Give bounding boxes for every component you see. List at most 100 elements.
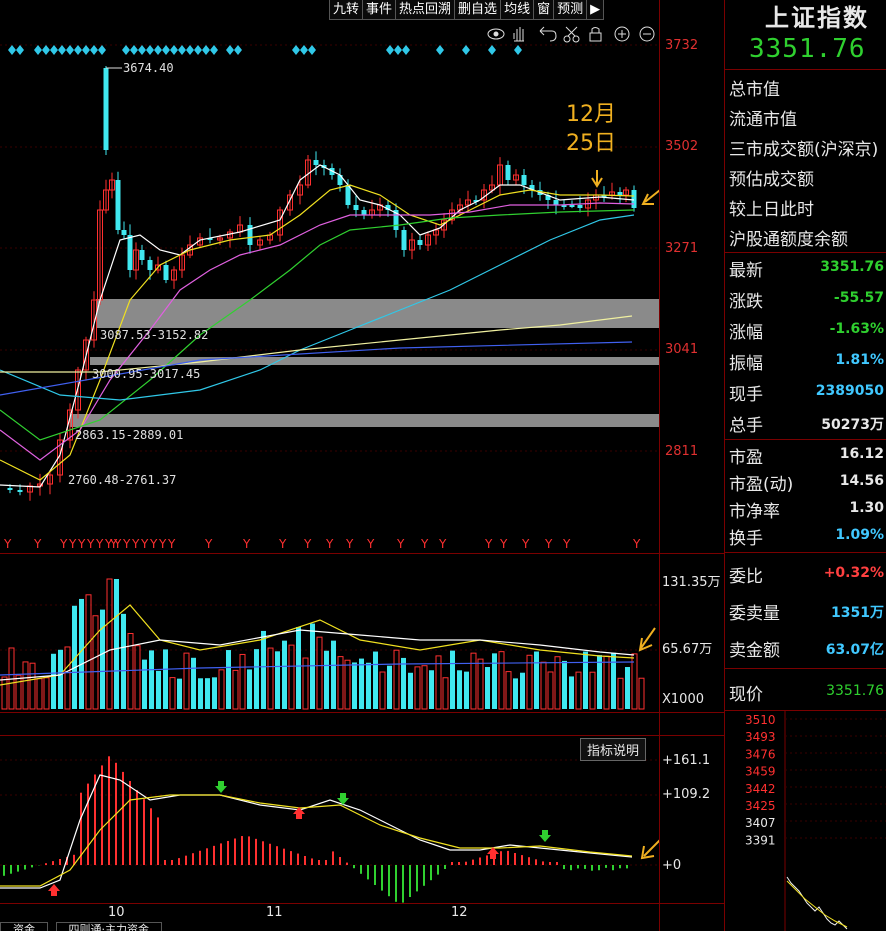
volume-bar	[638, 677, 645, 710]
buy-signal-marker: Y	[438, 537, 447, 551]
buy-signal-marker: Y	[68, 537, 77, 551]
signal-diamond	[82, 45, 90, 55]
candle-body	[207, 238, 213, 240]
sell-arrow	[215, 781, 227, 793]
hand-icon[interactable]	[513, 27, 524, 42]
undo-icon[interactable]	[539, 26, 557, 42]
volume-bar	[72, 605, 77, 709]
buy-signal-marker: Y	[544, 537, 553, 551]
quote-value: -1.63%	[829, 321, 884, 337]
quote-label: 预估成交额	[729, 170, 814, 190]
candle-body	[133, 249, 139, 271]
buy-signal-marker: Y	[420, 537, 429, 551]
signal-diamond	[436, 45, 444, 55]
volume-bar	[239, 653, 246, 710]
intraday-mini-chart[interactable]: 3510 3493 3476 3459 3442 3425 3407 3391	[725, 711, 886, 931]
toolbar-button[interactable]: 事件	[362, 0, 397, 20]
candle-body	[115, 180, 121, 230]
candle-body	[393, 210, 399, 230]
eye-icon[interactable]	[487, 28, 505, 40]
quote-label: 较上日此时	[729, 200, 814, 220]
signal-diamond	[308, 45, 316, 55]
toolbar-button[interactable]: 均线	[500, 0, 535, 20]
volume-bar	[373, 651, 378, 709]
signal-diamond	[202, 45, 210, 55]
candle-body	[121, 230, 127, 235]
scissors-icon[interactable]	[563, 26, 580, 43]
candle-body	[7, 488, 13, 490]
volume-bar	[36, 678, 43, 710]
current-value: 3351.76	[826, 683, 884, 699]
buy-signal-marker: Y	[122, 537, 131, 551]
volume-bar	[254, 649, 259, 709]
buy-signal-marker: Y	[242, 537, 251, 551]
quote-value: 3351.76	[820, 259, 884, 275]
index-price: 3351.76	[749, 34, 866, 64]
candle-body	[171, 269, 177, 281]
volume-bar	[183, 652, 190, 710]
volume-bar	[401, 657, 406, 709]
quote-value: 1.81%	[835, 352, 884, 368]
quote-label: 市盈(动)	[729, 475, 794, 495]
toolbar-button[interactable]: 窗	[533, 0, 555, 20]
candle-body	[553, 200, 559, 205]
quote-value: 16.12	[839, 446, 884, 462]
buy-signal-marker: Y	[95, 537, 104, 551]
candle-body	[409, 239, 415, 251]
bottom-tabs: 资金 四则通·主力资金	[0, 921, 162, 931]
volume-bar	[498, 651, 505, 710]
mini-axis-label: 3442	[745, 782, 776, 796]
candle-body	[257, 239, 263, 246]
panel-divider	[0, 735, 724, 736]
volume-bar	[429, 670, 434, 709]
macd-axis-label: +161.1	[662, 753, 711, 768]
signal-diamond	[210, 45, 218, 55]
quote-label: 流通市值	[729, 110, 797, 130]
candle-body	[353, 205, 359, 210]
lock-icon[interactable]	[589, 27, 602, 42]
toolbar-button[interactable]: 热点回溯	[395, 0, 456, 20]
buy-signal-marker: Y	[484, 537, 493, 551]
volume-bar	[435, 655, 442, 710]
quote-value: 2389050	[815, 383, 884, 399]
candle-body	[297, 184, 303, 196]
zoom-out-icon[interactable]	[639, 26, 655, 42]
volume-bar	[149, 650, 154, 709]
volume-bar	[191, 657, 196, 709]
mini-price-line	[786, 876, 848, 930]
toolbar-button[interactable]: 九转	[329, 0, 364, 20]
price-axis-label: 3502	[665, 139, 699, 154]
candle-body	[513, 174, 519, 181]
price-axis-label: 2811	[665, 444, 699, 459]
quote-label: 总市值	[729, 80, 780, 100]
panel-divider	[0, 712, 724, 713]
date-annotation: 12月 25日	[566, 102, 616, 156]
buy-signal-marker: Y	[33, 537, 42, 551]
volume-bar	[1, 676, 8, 710]
tab-funds[interactable]: 资金	[0, 922, 48, 931]
kline-chart[interactable]: Y Y Y Y Y Y Y Y Y Y Y Y Y Y Y Y Y Y YY Y Y Y Y Y Y Y Y Y Y Y Y	[0, 0, 660, 931]
signal-diamond	[98, 45, 106, 55]
volume-bar	[603, 655, 610, 710]
candle-body	[47, 474, 53, 485]
mini-axis-label: 3493	[745, 730, 776, 744]
tab-main-funds[interactable]: 四则通·主力资金	[55, 922, 162, 931]
indicator-help-button[interactable]: 指标说明	[580, 738, 647, 761]
quote-panel: 上证指数 3351.76 现价 3351.76 3510 3493 3476 3459…	[724, 0, 886, 931]
volume-bar	[79, 598, 84, 709]
volume-bar	[457, 670, 462, 709]
volume-bar	[344, 659, 351, 710]
volume-bar	[218, 669, 225, 710]
signal-diamond	[178, 45, 186, 55]
buy-signal-marker: Y	[113, 537, 122, 551]
volume-bar	[554, 656, 561, 710]
axis-border	[659, 0, 660, 931]
signal-diamond	[50, 45, 58, 55]
signal-diamond	[162, 45, 170, 55]
toolbar-button[interactable]: ▶	[586, 0, 605, 20]
signal-diamond	[130, 45, 138, 55]
quote-label: 涨幅	[729, 323, 763, 343]
volume-bar	[540, 661, 547, 710]
zoom-in-icon[interactable]	[614, 26, 630, 42]
chart-toolbar: 九转 事件 热点回溯 删自选 均线窗预测 ▶	[329, 0, 605, 20]
